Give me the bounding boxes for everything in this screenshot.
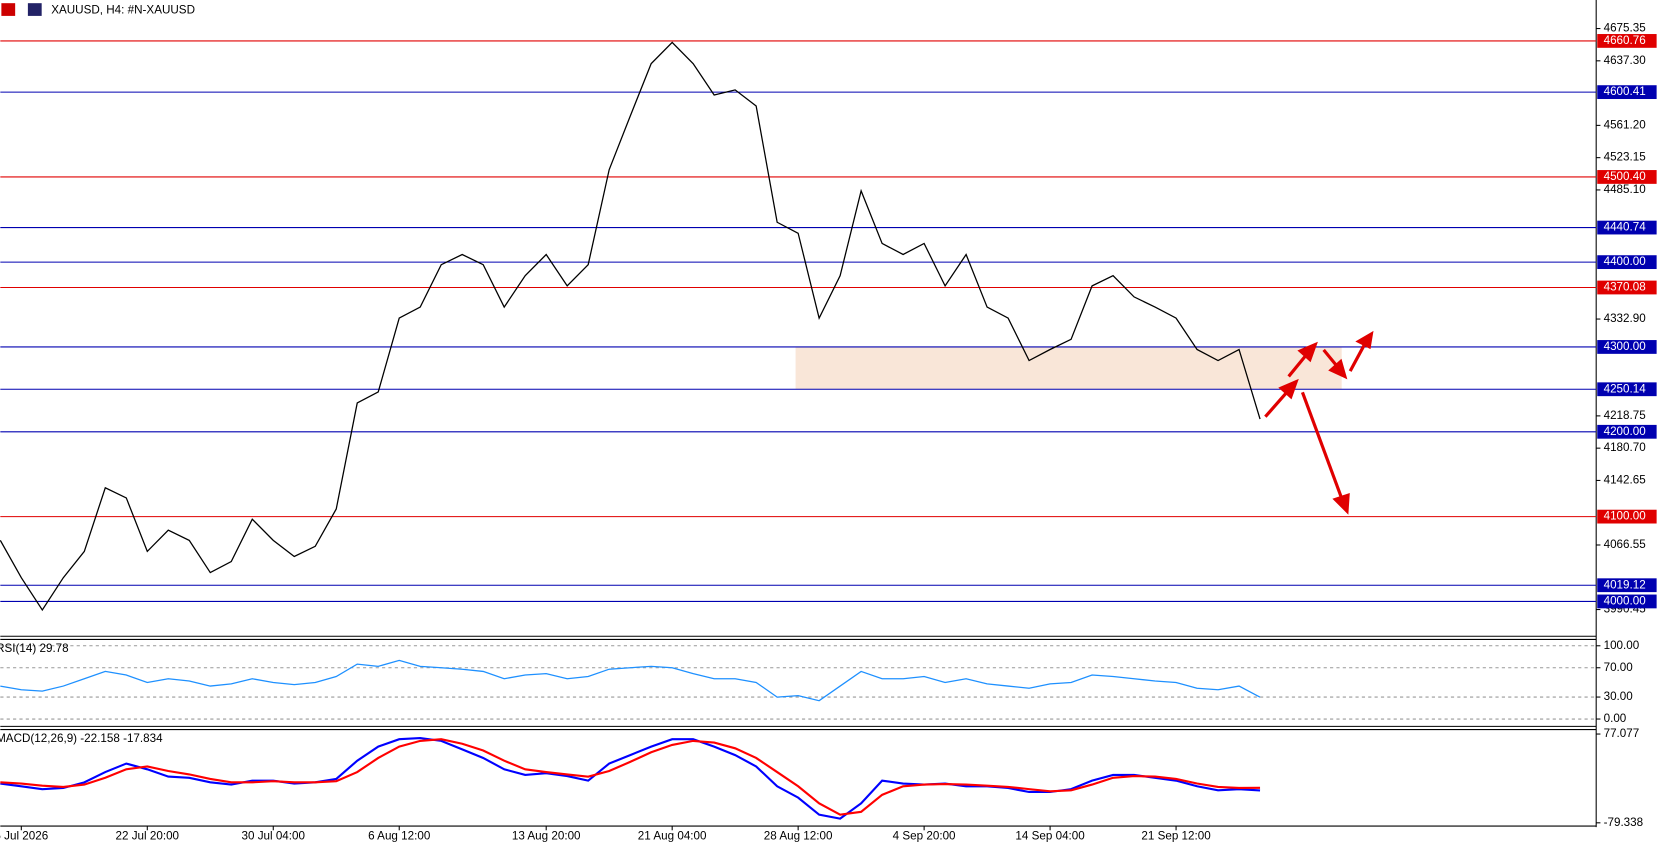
level-label-box — [1597, 85, 1657, 100]
level-label: 4000.00 — [1604, 595, 1647, 608]
y-tick-label: 0.00 — [1604, 712, 1627, 725]
indicator-title: MACD(12,26,9) -22.158 -17.834 — [0, 732, 163, 745]
series-line — [0, 41, 1261, 612]
y-tick-label: 4218.75 — [1604, 409, 1646, 422]
level-label: 4100.00 — [1604, 510, 1647, 523]
y-tick-label: 77.077 — [1604, 727, 1640, 740]
level-label-box — [1597, 594, 1657, 609]
series-line — [0, 659, 1261, 702]
level-label: 4600.41 — [1604, 85, 1646, 98]
x-tick-label: 30 Jul 04:00 — [241, 830, 305, 843]
y-tick-label: 4332.90 — [1604, 312, 1647, 325]
y-tick-label: 4637.30 — [1604, 54, 1647, 67]
zone — [795, 346, 1342, 390]
x-tick-label: 13 Aug 20:00 — [512, 830, 581, 843]
y-tick-label: -79.338 — [1604, 816, 1644, 829]
x-tick-label: 21 Aug 04:00 — [638, 830, 707, 843]
forecast-arrows — [1264, 330, 1374, 515]
y-tick-label: 4142.65 — [1604, 474, 1646, 487]
level-label: 4400.00 — [1604, 255, 1647, 268]
level-label-box — [1597, 220, 1657, 235]
level-label-box — [1597, 34, 1657, 48]
y-tick-label: 70.00 — [1604, 661, 1634, 674]
x-tick-label: 6 Aug 12:00 — [368, 830, 431, 843]
symbol-title: XAUUSD, H4: #N-XAUUSD — [51, 4, 195, 17]
level-label: 4300.00 — [1604, 340, 1647, 353]
y-tick-label: 30.00 — [1604, 690, 1634, 703]
level-label: 4660.76 — [1604, 34, 1646, 47]
x-tick-label: 22 Jul 20:00 — [116, 830, 180, 843]
level-label: 4250.14 — [1604, 382, 1647, 395]
y-tick-label: 4675.35 — [1604, 22, 1646, 35]
y-tick-label: 4561.20 — [1604, 118, 1647, 131]
x-tick-label: 14 Sep 04:00 — [1015, 830, 1085, 843]
y-tick-label: 100.00 — [1604, 639, 1640, 652]
x-tick-label: 4 Sep 20:00 — [893, 830, 956, 843]
y-tick-label: 4523.15 — [1604, 151, 1646, 164]
level-label-box — [1597, 280, 1657, 295]
level-label-box — [1597, 170, 1657, 184]
level-label-box — [1597, 578, 1657, 593]
level-label-box — [1597, 509, 1657, 524]
level-label-box — [1597, 255, 1657, 270]
level-label: 4440.74 — [1604, 221, 1647, 234]
series-line — [0, 738, 1261, 816]
indicator-title: RSI(14) 29.78 — [0, 642, 69, 655]
icon — [27, 3, 42, 16]
level-label: 4019.12 — [1604, 578, 1646, 591]
icon — [1, 3, 16, 16]
x-tick-label: 5 Jul 2026 — [0, 830, 48, 843]
y-tick-label: 4180.70 — [1604, 441, 1647, 454]
level-label-box — [1597, 424, 1657, 439]
level-label: 4370.08 — [1604, 281, 1646, 294]
level-label: 4200.00 — [1604, 425, 1647, 438]
y-tick-label: 4066.55 — [1604, 538, 1646, 551]
x-tick-label: 21 Sep 12:00 — [1141, 830, 1211, 843]
level-label-box — [1597, 382, 1657, 397]
level-label: 4500.40 — [1604, 170, 1647, 183]
x-tick-label: 28 Aug 12:00 — [764, 830, 833, 843]
level-label-box — [1597, 340, 1657, 354]
y-tick-label: 4485.10 — [1604, 183, 1647, 196]
